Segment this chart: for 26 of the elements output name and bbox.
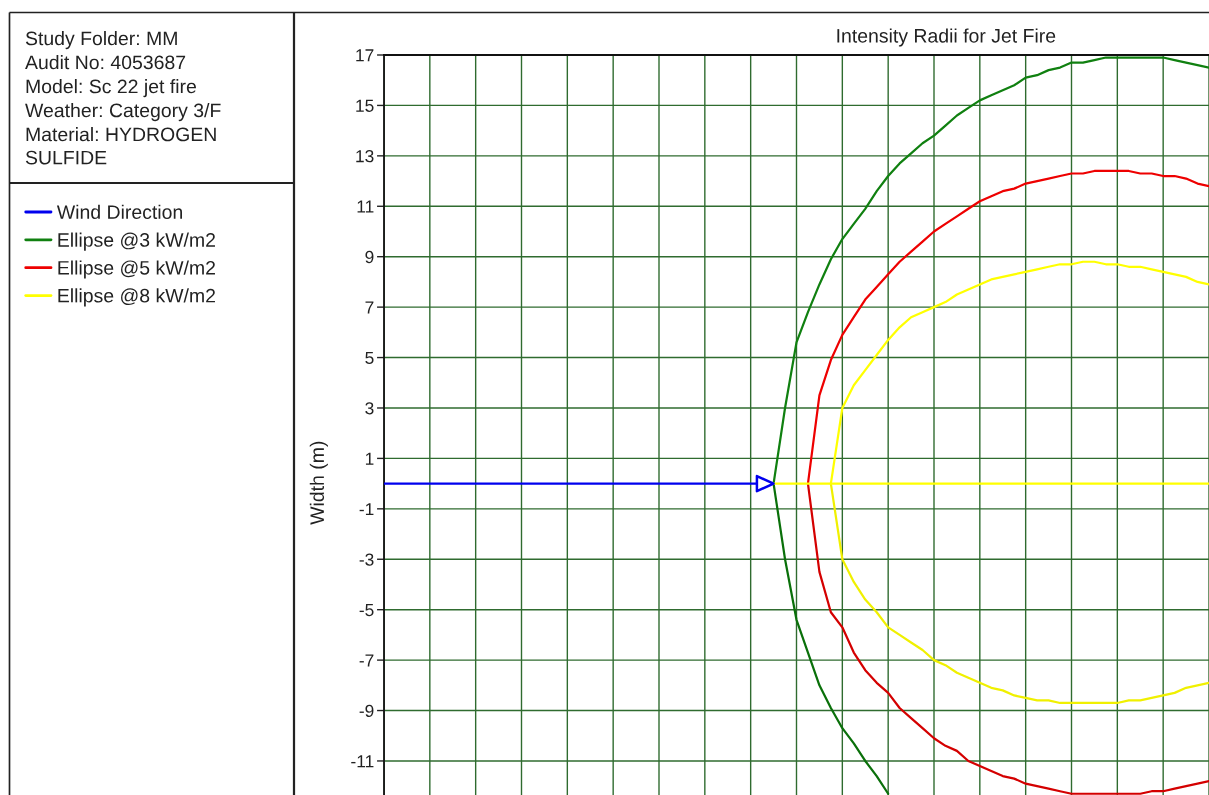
y-tick-label: -7 [359, 654, 374, 667]
y-tick-label: -1 [359, 503, 374, 516]
text: Audit No: 4053687 [25, 55, 186, 70]
text: Study Folder: MM [25, 31, 177, 50]
y-tick-label: 13 [356, 150, 374, 163]
y-tick-label: 9 [365, 250, 374, 264]
y-axis-title: Width (m) [309, 441, 328, 525]
legend-label: Ellipse @5 kW/m2 [58, 260, 215, 279]
y-tick-label: 3 [365, 402, 374, 415]
y-tick-label: -5 [359, 604, 374, 617]
y-tick-label: 11 [357, 200, 374, 213]
y-tick-label: -9 [359, 704, 374, 717]
text: Model: Sc 22 jet fire [26, 79, 196, 98]
y-tick-label: 7 [365, 301, 374, 314]
y-tick-label: 5 [365, 351, 374, 365]
y-tick-label: 15 [356, 99, 374, 112]
y-tick-label: -11 [351, 755, 374, 768]
text: Material: HYDROGEN SULFIDE [25, 127, 216, 165]
text: Weather: Category 3/F [25, 103, 221, 122]
legend-label: Wind Direction [56, 204, 182, 219]
y-tick-label: 1 [365, 452, 374, 465]
chart-title: Intensity Radii for Jet Fire [837, 28, 1056, 47]
legend-label: Ellipse @3 kW/m2 [58, 232, 215, 251]
y-tick-label: -3 [359, 553, 374, 566]
legend-label: Ellipse @8 kW/m2 [58, 288, 215, 307]
y-tick-label: 17 [356, 49, 374, 62]
